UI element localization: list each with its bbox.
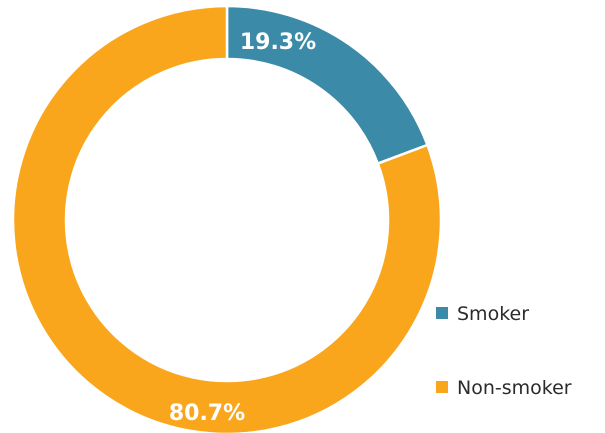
legend-item-non-smoker: Non-smoker (436, 377, 572, 399)
slice-non-smoker (11, 4, 443, 433)
legend: Smoker Non-smoker (436, 303, 572, 399)
legend-label-smoker: Smoker (457, 303, 529, 325)
legend-item-smoker: Smoker (436, 303, 529, 325)
data-label-smoker: 19.3% (240, 30, 316, 55)
data-label-non-smoker: 80.7% (169, 401, 245, 426)
legend-swatch-smoker (436, 307, 448, 319)
slices-group (11, 4, 443, 433)
legend-label-non-smoker: Non-smoker (457, 377, 572, 399)
data-labels-group: 19.3% 80.7% (169, 30, 316, 426)
legend-swatch-non-smoker (436, 381, 448, 393)
